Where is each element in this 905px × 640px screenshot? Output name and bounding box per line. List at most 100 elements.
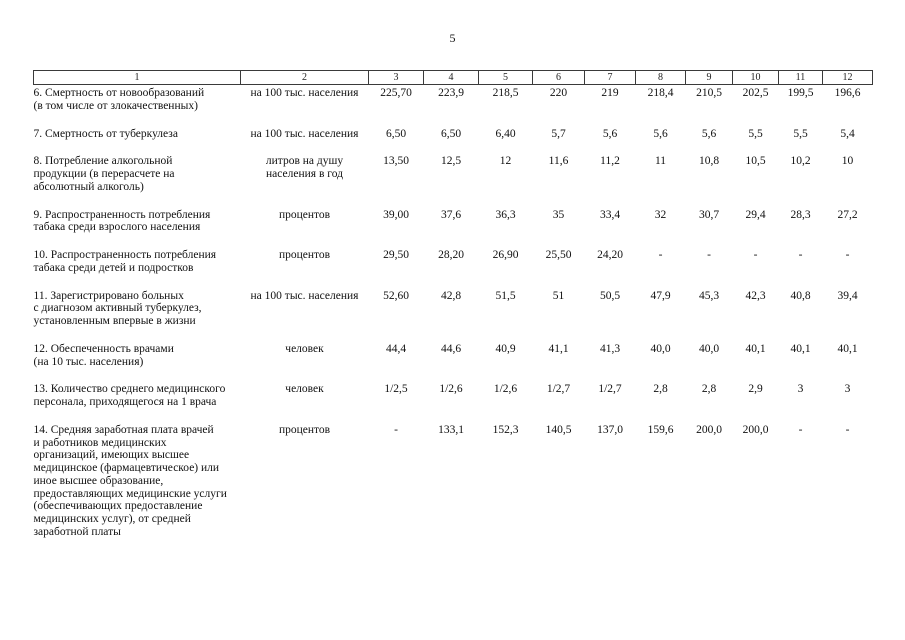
row-value: 6,50 xyxy=(385,127,407,140)
row-value: 29,4 xyxy=(745,208,766,221)
row-unit: человек xyxy=(285,342,324,355)
row-value: - xyxy=(394,423,398,436)
row-value: - xyxy=(658,249,663,261)
table-header: 1 2 3 4 5 6 7 8 9 10 11 12 xyxy=(33,70,873,85)
row-value: 202,5 xyxy=(742,87,769,99)
row-value: 159,6 xyxy=(647,423,674,436)
row-value: 51,5 xyxy=(495,289,516,302)
row-unit: процентов xyxy=(278,249,331,261)
row-value: 1/2,7 xyxy=(598,383,622,396)
row-value: 12 xyxy=(499,155,512,168)
row-label: 9. Распространенность потребления табака… xyxy=(33,208,211,234)
row-value: 218,4 xyxy=(647,87,674,99)
row-value: 45,3 xyxy=(698,289,720,302)
row-value: 47,9 xyxy=(650,289,671,302)
row-value: 210,5 xyxy=(696,87,722,99)
row-value: 2,9 xyxy=(748,383,763,396)
row-unit: на 100 тыс. населения xyxy=(250,127,359,140)
row-value: 50,5 xyxy=(599,289,621,302)
row-value: 28,20 xyxy=(438,249,464,261)
row-label: 12. Обеспеченность врачами (на 10 тыс. н… xyxy=(33,342,174,368)
row-value: 28,3 xyxy=(790,208,811,221)
row-value: 200,0 xyxy=(742,423,769,436)
row-value: - xyxy=(845,249,850,261)
row-value: 41,1 xyxy=(548,342,569,355)
row-value: - xyxy=(798,249,803,261)
row-unit: процентов xyxy=(278,423,331,436)
row-value: 5,6 xyxy=(701,127,717,140)
row-value: 40,9 xyxy=(495,342,516,355)
row-value: 32 xyxy=(654,208,667,221)
row-value: 27,2 xyxy=(837,208,858,221)
row-value: - xyxy=(707,249,711,261)
row-value: 5,5 xyxy=(793,127,808,140)
row-value: 42,3 xyxy=(745,289,766,302)
header-cell: 3 xyxy=(368,70,424,85)
row-value: 133,1 xyxy=(438,423,464,436)
row-value: 52,60 xyxy=(383,289,409,302)
row-value: 200,0 xyxy=(696,423,722,436)
row-value: 1/2,7 xyxy=(546,383,571,396)
row-value: 5,6 xyxy=(653,127,668,140)
row-value: 3 xyxy=(797,383,804,396)
table-row: 10. Распространенность потребления табак… xyxy=(34,247,873,288)
row-value: 1/2,5 xyxy=(384,383,408,396)
row-value: 12,5 xyxy=(440,155,462,168)
row-unit: литров на душу населения в год xyxy=(265,155,344,180)
table-row: 9. Распространенность потребления табака… xyxy=(34,207,873,248)
row-value: 223,9 xyxy=(438,87,464,99)
header-cell: 7 xyxy=(584,70,636,85)
row-value: 39,4 xyxy=(837,289,858,302)
table-row: 6. Смертность от новообразований (в том … xyxy=(34,85,873,126)
row-label: 14. Средняя заработная плата врачей и ра… xyxy=(33,423,227,538)
row-value: 1/2,6 xyxy=(493,383,518,396)
table-body: 6. Смертность от новообразований (в том … xyxy=(34,85,873,552)
header-cell: 2 xyxy=(240,70,369,85)
row-value: 196,6 xyxy=(834,87,861,99)
indicators-table: 1 2 3 4 5 6 7 8 9 10 11 12 6. Смертность от новообр… xyxy=(33,70,873,552)
row-value: 41,3 xyxy=(599,342,621,355)
row-value: 2,8 xyxy=(653,383,668,396)
row-value: 10,5 xyxy=(745,155,766,168)
row-value: 29,50 xyxy=(383,249,409,261)
row-unit: процентов xyxy=(278,208,331,221)
row-value: - xyxy=(798,423,803,436)
row-value: 25,50 xyxy=(545,249,572,261)
row-value: 44,6 xyxy=(440,342,462,355)
header-cell: 4 xyxy=(423,70,479,85)
row-value: 13,50 xyxy=(383,155,409,168)
row-unit: на 100 тыс. населения xyxy=(250,87,359,99)
row-value: 11,6 xyxy=(548,155,569,168)
row-value: 30,7 xyxy=(698,208,720,221)
row-value: 199,5 xyxy=(787,87,814,99)
row-value: 51 xyxy=(552,289,565,302)
row-value: 40,0 xyxy=(698,342,720,355)
row-label: 7. Смертность от туберкулеза xyxy=(33,127,178,140)
header-cell: 8 xyxy=(635,70,686,85)
row-value: 39,00 xyxy=(383,208,409,221)
row-value: 10,8 xyxy=(698,155,720,168)
row-value: 152,3 xyxy=(492,423,519,436)
row-value: 42,8 xyxy=(440,289,462,302)
table-row: 11. Зарегистрировано больных с диагнозом… xyxy=(34,288,873,341)
row-value: 10 xyxy=(841,155,854,168)
row-label: 13. Количество среднего медицинского пер… xyxy=(33,383,226,408)
table-row: 12. Обеспеченность врачами (на 10 тыс. н… xyxy=(34,341,873,382)
row-value: 220 xyxy=(549,87,568,99)
row-value: - xyxy=(845,423,850,436)
row-value: 10,2 xyxy=(790,155,811,168)
row-value: 24,20 xyxy=(597,249,623,261)
row-value: 6,50 xyxy=(440,127,462,140)
row-value: 40,1 xyxy=(837,342,858,355)
table-row: 7. Смертность от туберкулеза на 100 тыс. … xyxy=(34,126,873,154)
row-label: 6. Смертность от новообразований (в том … xyxy=(33,87,205,112)
row-value: 5,5 xyxy=(748,127,763,140)
row-value: 26,90 xyxy=(492,249,519,261)
row-value: 219 xyxy=(601,87,619,99)
row-label: 11. Зарегистрировано больных с диагнозом… xyxy=(33,289,202,328)
row-value: 1/2,6 xyxy=(439,383,463,396)
row-value: 5,7 xyxy=(551,127,566,140)
row-value: 6,40 xyxy=(495,127,516,140)
row-value: 137,0 xyxy=(597,423,623,436)
row-value: 35 xyxy=(552,208,565,221)
